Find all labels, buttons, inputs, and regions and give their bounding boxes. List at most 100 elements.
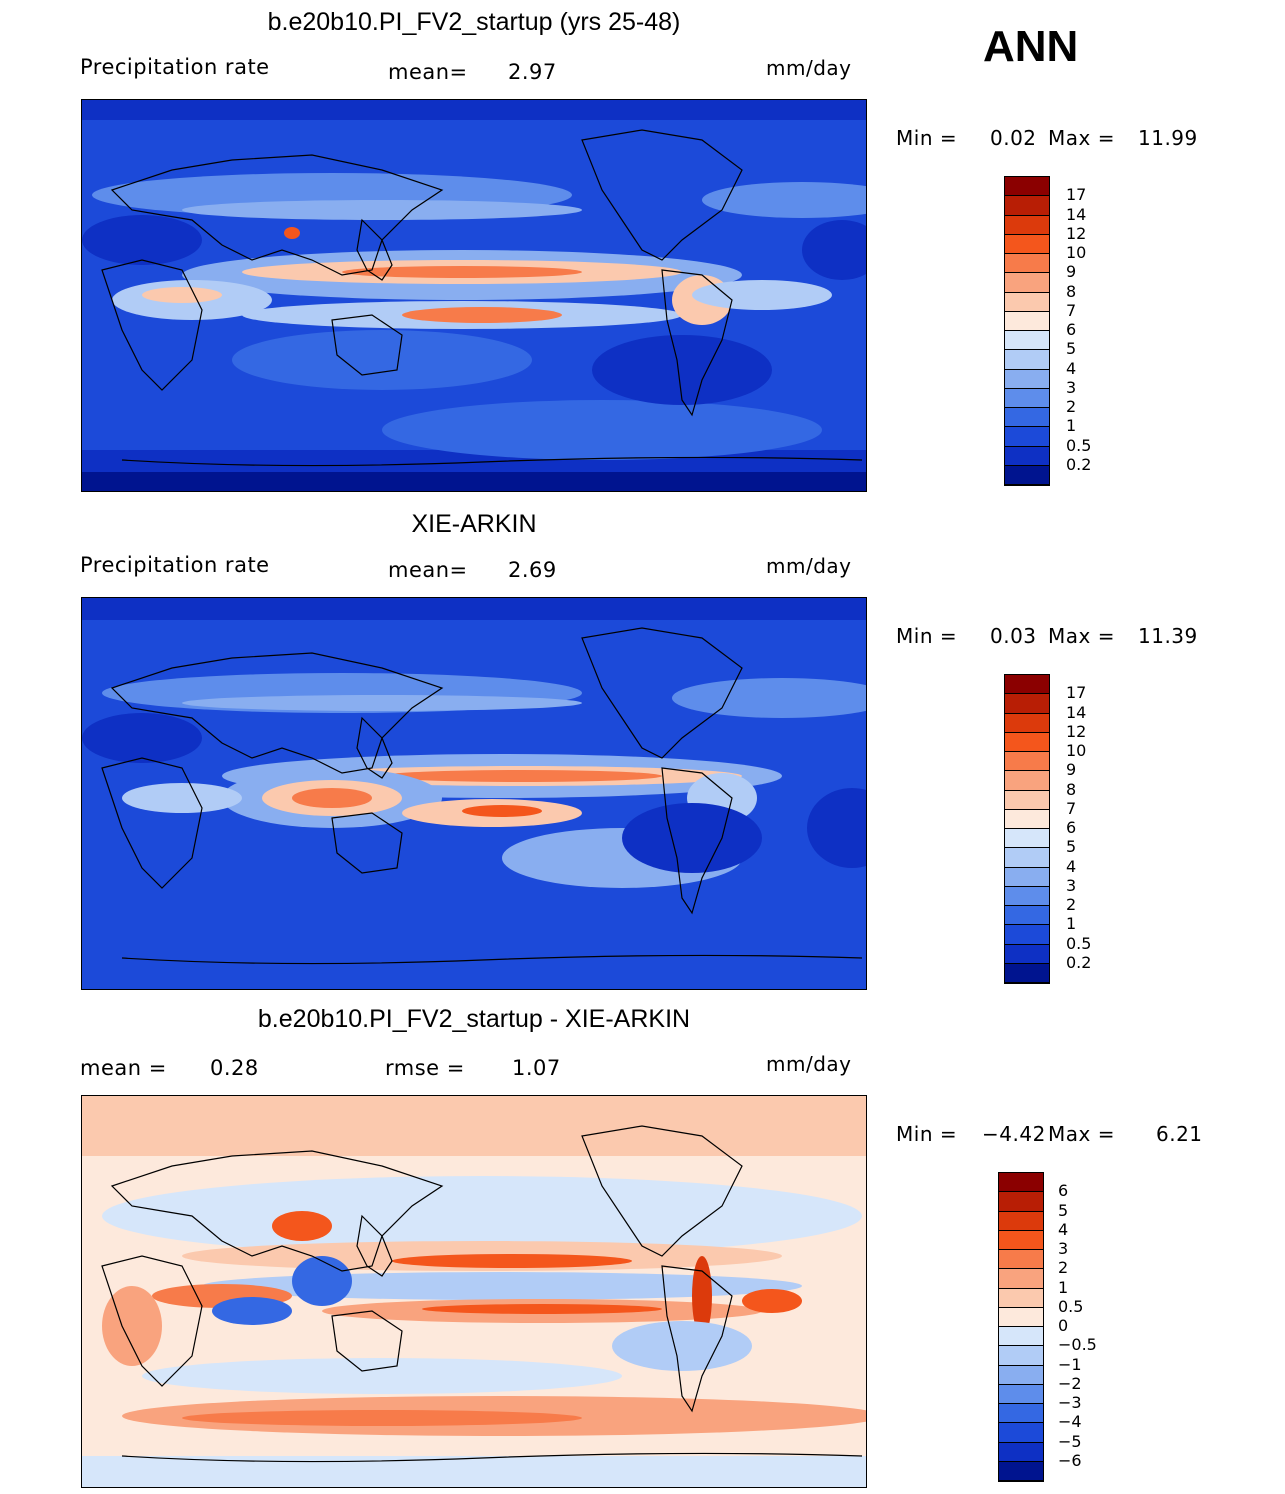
panel-3-units: mm/day xyxy=(766,1052,852,1076)
colorbar-swatch xyxy=(1005,675,1049,695)
panel-1-min-value: 0.02 xyxy=(990,126,1037,150)
colorbar-swatch xyxy=(1005,177,1049,197)
colorbar-swatch xyxy=(1005,790,1049,810)
colorbar-swatch xyxy=(1005,446,1049,466)
colorbar-level-label: 3 xyxy=(1066,377,1077,397)
colorbar-swatch xyxy=(1005,713,1049,733)
colorbar-swatch xyxy=(1005,925,1049,945)
colorbar-level-label: 9 xyxy=(1066,760,1077,780)
colorbar-swatch xyxy=(999,1404,1043,1424)
colorbar-level-label: 7 xyxy=(1066,300,1077,320)
colorbar-level-label: 12 xyxy=(1066,721,1087,741)
colorbar-swatch xyxy=(1005,829,1049,849)
colorbar-level-label: 4 xyxy=(1058,1219,1069,1239)
panel-3-max-label: Max = xyxy=(1048,1122,1115,1146)
panel-3-max-value: 6.21 xyxy=(1156,1122,1203,1146)
colorbar-swatch xyxy=(1005,331,1049,351)
colorbar-level-label: 3 xyxy=(1066,875,1077,895)
colorbar-level-label: −1 xyxy=(1058,1354,1082,1374)
colorbar-level-label: 7 xyxy=(1066,798,1077,818)
panel-2-mean-value: 2.69 xyxy=(508,558,557,582)
colorbar-level-label: 9 xyxy=(1066,262,1077,282)
colorbar-level-label: 0.5 xyxy=(1066,933,1092,953)
colorbar-swatch xyxy=(999,1384,1043,1404)
panel-3-min-label: Min = xyxy=(896,1122,958,1146)
colorbar-swatch xyxy=(1005,311,1049,331)
panel-3-rmse-label: rmse = xyxy=(385,1056,465,1080)
panel-1-map xyxy=(81,99,867,492)
colorbar-swatch xyxy=(1005,694,1049,714)
panel-1-mean-label: mean= xyxy=(388,60,468,84)
colorbar-level-label: 17 xyxy=(1066,683,1087,703)
colorbar-swatch xyxy=(1005,752,1049,772)
colorbar-swatch xyxy=(999,1423,1043,1443)
panel-1-title: b.e20b10.PI_FV2_startup (yrs 25-48) xyxy=(267,8,681,36)
colorbar-swatch xyxy=(999,1461,1043,1481)
panel-2-min-value: 0.03 xyxy=(990,624,1037,648)
colorbar-swatch xyxy=(1005,234,1049,254)
panel-3-difference-field xyxy=(82,1096,866,1487)
colorbar-swatch xyxy=(1005,963,1049,983)
colorbar-swatch xyxy=(1005,427,1049,447)
colorbar-level-label: 0.5 xyxy=(1066,435,1092,455)
panel-2-map xyxy=(81,597,867,990)
colorbar-swatch xyxy=(1005,273,1049,293)
panel-2-max-label: Max = xyxy=(1048,624,1115,648)
colorbar-level-label: 6 xyxy=(1066,320,1077,339)
colorbar-level-label: 1 xyxy=(1066,416,1077,436)
panel-3-title: b.e20b10.PI_FV2_startup - XIE-ARKIN xyxy=(257,1005,691,1033)
colorbar-level-label: 14 xyxy=(1066,204,1087,224)
colorbar-level-label: −2 xyxy=(1058,1373,1082,1393)
colorbar-swatch xyxy=(999,1269,1043,1289)
panel-3-min-value: −4.42 xyxy=(982,1122,1046,1146)
panel-2-max-value: 11.39 xyxy=(1138,624,1198,648)
panel-1-max-label: Max = xyxy=(1048,126,1115,150)
colorbar-level-label: 1 xyxy=(1066,914,1077,934)
colorbar-swatch xyxy=(999,1288,1043,1308)
panel-1-variable-label: Precipitation rate xyxy=(80,55,270,79)
colorbar-swatch xyxy=(1005,944,1049,964)
colorbar-level-label: 4 xyxy=(1066,358,1077,378)
panel-3-rmse-value: 1.07 xyxy=(512,1056,561,1080)
colorbar-level-label: 17 xyxy=(1066,185,1087,205)
colorbar-level-label: −0.5 xyxy=(1058,1335,1097,1355)
panel-3-mean-value: 0.28 xyxy=(210,1056,259,1080)
colorbar-swatch xyxy=(1005,388,1049,408)
panel-2-precip-field xyxy=(82,598,866,989)
colorbar-swatch xyxy=(1005,369,1049,389)
panel-1-precip-field xyxy=(82,100,866,491)
colorbar-swatch xyxy=(1005,196,1049,216)
panel-2-colorbar xyxy=(1004,674,1050,984)
panel-3-colorbar xyxy=(998,1172,1044,1482)
colorbar-level-label: 6 xyxy=(1066,818,1077,837)
colorbar-level-label: 2 xyxy=(1066,895,1077,914)
colorbar-level-label: 8 xyxy=(1066,281,1077,301)
panel-2-title: XIE-ARKIN xyxy=(411,510,537,538)
colorbar-level-label: 4 xyxy=(1066,856,1077,876)
colorbar-level-label: 0.5 xyxy=(1058,1296,1084,1316)
colorbar-level-label: 5 xyxy=(1058,1200,1069,1220)
panel-1-colorbar xyxy=(1004,176,1050,486)
colorbar-level-label: 5 xyxy=(1066,339,1077,359)
colorbar-swatch xyxy=(1005,732,1049,752)
colorbar-swatch xyxy=(1005,408,1049,428)
colorbar-swatch xyxy=(1005,215,1049,235)
panel-1-units: mm/day xyxy=(766,56,852,80)
season-label: ANN xyxy=(983,22,1079,71)
colorbar-swatch xyxy=(1005,906,1049,926)
colorbar-swatch xyxy=(999,1442,1043,1462)
colorbar-level-label: −6 xyxy=(1058,1450,1082,1470)
colorbar-swatch xyxy=(1005,465,1049,485)
colorbar-swatch xyxy=(1005,350,1049,370)
colorbar-level-label: 0 xyxy=(1058,1316,1069,1335)
colorbar-swatch xyxy=(999,1230,1043,1250)
panel-3-map xyxy=(81,1095,867,1488)
panel-3-mean-label: mean = xyxy=(80,1056,167,1080)
colorbar-level-label: 10 xyxy=(1066,243,1087,262)
colorbar-level-label: 1 xyxy=(1058,1277,1069,1297)
colorbar-swatch xyxy=(1005,292,1049,312)
panel-2-variable-label: Precipitation rate xyxy=(80,553,270,577)
colorbar-level-label: 6 xyxy=(1058,1181,1069,1201)
colorbar-swatch xyxy=(999,1346,1043,1366)
panel-2-min-label: Min = xyxy=(896,624,958,648)
